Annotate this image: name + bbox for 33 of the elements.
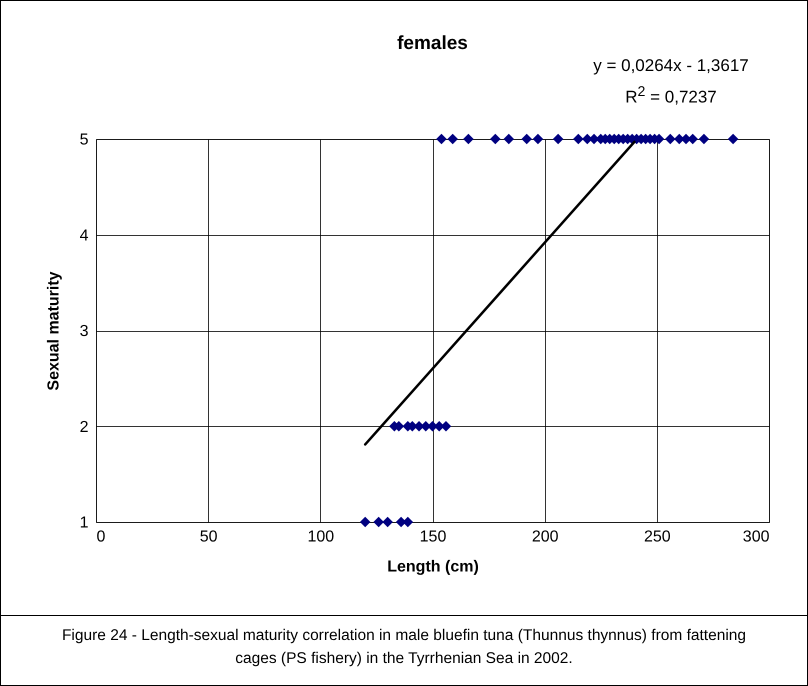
x-tick-label: 200 [532, 528, 559, 546]
point [373, 516, 384, 528]
x-tick-label: 50 [200, 528, 218, 546]
point [360, 516, 370, 528]
text: R$^{2}$ = 0,7237 [625, 84, 717, 107]
y-tick-label: 1 [80, 514, 89, 532]
x-tick-label: 150 [420, 528, 446, 546]
x-tick-label: 300 [742, 528, 770, 546]
point [521, 134, 532, 144]
text: y = 0,0264x - 1,3617 [593, 56, 749, 75]
point [698, 134, 710, 144]
point [447, 134, 458, 144]
point [728, 134, 738, 144]
y-tick-label: 5 [80, 132, 89, 148]
point [532, 134, 544, 144]
chart-title: females [397, 33, 468, 54]
point [490, 134, 501, 144]
y-axis-title: Sexual maturity [46, 271, 63, 391]
point [573, 134, 584, 144]
point [552, 134, 564, 144]
x-axis-title: Length (cm) [387, 558, 479, 576]
y-tick-label: 2 [80, 418, 89, 436]
y-tick-label: 4 [80, 227, 89, 244]
x-tick-label: 0 [96, 528, 106, 546]
caption: Figure 24 - Length-sexual maturity correlation in male bluefin tuna (Thunnus thynnus) from fattening cages (PS fishery) in the Tyrrhenian Sea in 2002. [1, 615, 807, 678]
y-tick-label: 3 [80, 323, 89, 340]
point [504, 134, 514, 144]
point [382, 516, 393, 528]
point [436, 134, 447, 144]
point [665, 134, 676, 144]
point [463, 134, 474, 144]
x-tick-label: 100 [307, 528, 334, 546]
x-tick-label: 250 [644, 528, 671, 546]
